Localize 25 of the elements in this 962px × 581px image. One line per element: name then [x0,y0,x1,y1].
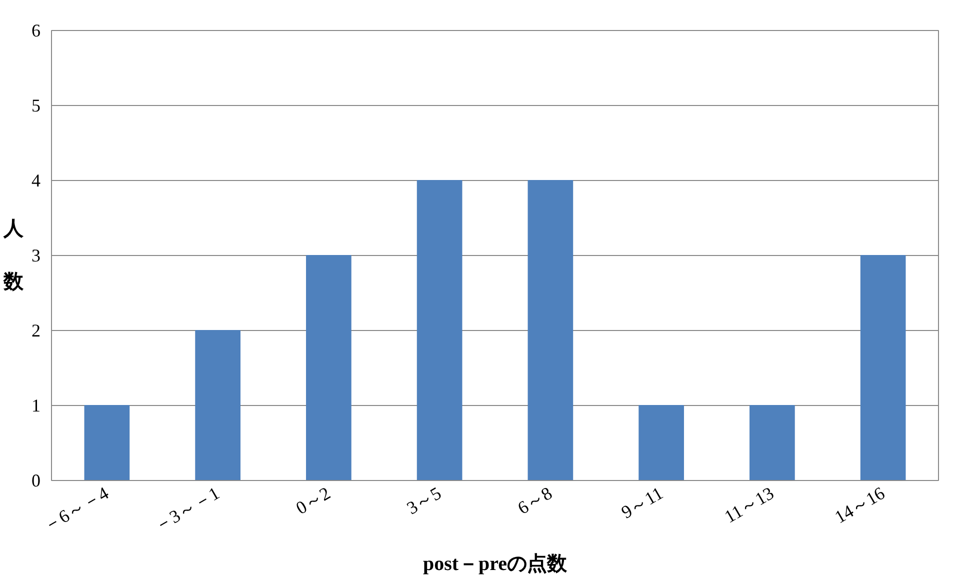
x-tick-label: 0～2 [292,482,334,518]
x-tick-label: －6～－4 [40,482,112,536]
y-tick-label: 4 [32,170,40,190]
y-tick-label: 2 [32,320,40,340]
y-tick-label: 3 [32,246,40,266]
bar [860,255,906,480]
bar [306,255,352,480]
x-tick-label: 6～8 [514,482,556,518]
x-tick-label: 3～5 [403,482,445,518]
y-tick-label: 5 [32,96,40,116]
y-tick-label: 6 [32,20,40,40]
y-tick-label: 0 [32,470,40,490]
x-tick-label: 14～16 [831,482,888,528]
bar [195,330,240,480]
bar [750,405,795,480]
x-tick-label: －3～－1 [150,482,223,536]
bar [528,180,574,480]
x-axis-title: post－preの点数 [422,552,568,575]
y-tick-label: 1 [32,396,40,416]
x-tick-label: 9～11 [618,482,666,522]
bar [416,180,462,480]
text: 人数 [4,218,24,293]
bar [84,405,130,480]
bar [638,405,684,480]
x-tick-label: 11～13 [721,482,778,527]
